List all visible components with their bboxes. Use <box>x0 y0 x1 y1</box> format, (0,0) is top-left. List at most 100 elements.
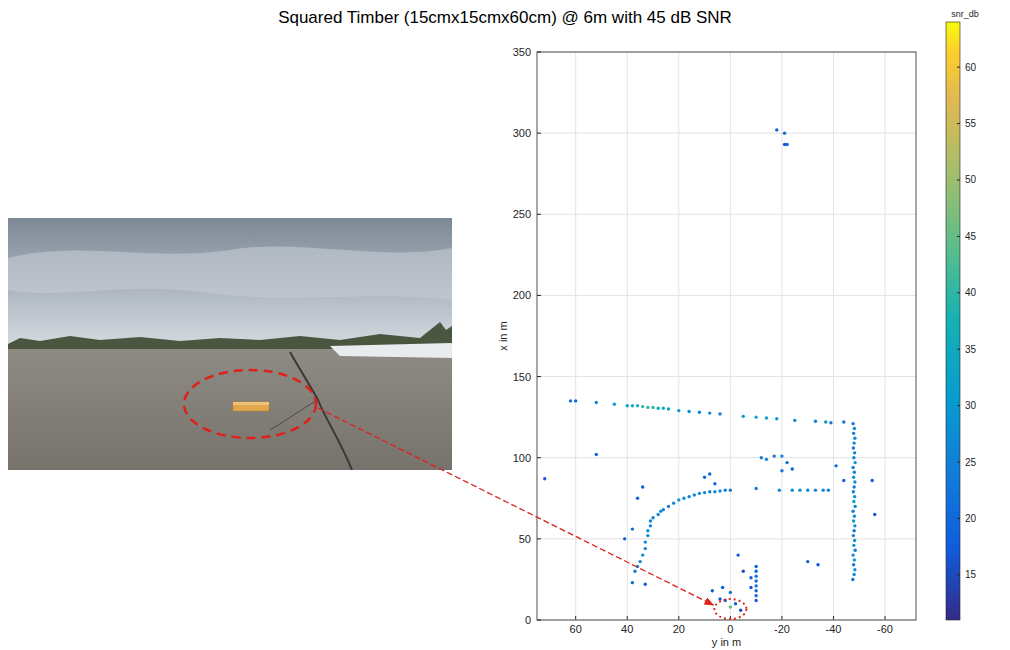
detection <box>638 560 641 563</box>
colorbar-tick <box>957 518 960 519</box>
detection <box>595 401 598 404</box>
tick-label: -60 <box>877 623 893 635</box>
detection <box>667 505 670 508</box>
plot-frame <box>537 52 916 620</box>
detection <box>708 411 711 414</box>
tick-label: 250 <box>513 208 531 220</box>
detection <box>739 609 742 612</box>
detection <box>736 553 739 556</box>
detection <box>687 495 690 498</box>
detection <box>703 475 706 478</box>
detection <box>644 540 647 543</box>
detection <box>729 591 732 594</box>
detection <box>749 576 752 579</box>
tick <box>833 616 834 620</box>
detection <box>853 480 856 483</box>
detection <box>829 421 832 424</box>
detection <box>711 589 714 592</box>
detection <box>852 456 855 459</box>
detection <box>852 475 855 478</box>
detection <box>721 586 724 589</box>
detection <box>651 406 654 409</box>
detection <box>870 479 873 482</box>
detection <box>718 597 721 600</box>
photo-highlight <box>184 370 316 438</box>
detection <box>662 508 665 511</box>
detection <box>636 404 639 407</box>
y-axis-title: x in m <box>497 321 509 350</box>
detection <box>852 563 855 566</box>
tick <box>885 616 886 620</box>
detection <box>754 487 757 490</box>
detection <box>631 404 634 407</box>
colorbar-tick <box>957 123 960 124</box>
grid-line <box>781 52 782 620</box>
detection <box>814 420 817 423</box>
detection <box>852 446 855 449</box>
detection <box>742 415 745 418</box>
detection <box>806 488 809 491</box>
colorbar-tick <box>957 292 960 293</box>
detection <box>851 422 854 425</box>
tick-label: 300 <box>513 127 531 139</box>
detection <box>783 131 786 134</box>
detection <box>703 491 706 494</box>
detection <box>623 537 626 540</box>
detection <box>852 573 855 576</box>
detection <box>852 534 855 537</box>
detection <box>613 402 616 405</box>
detection <box>631 581 634 584</box>
colorbar-tick-label: 25 <box>965 457 977 468</box>
detection <box>651 516 654 519</box>
detection <box>816 563 819 566</box>
detection <box>754 594 757 597</box>
detection <box>708 490 711 493</box>
photo <box>8 218 452 470</box>
plot-highlight <box>714 599 746 619</box>
detection <box>734 602 737 605</box>
tick <box>537 295 541 296</box>
detection <box>834 464 837 467</box>
detection <box>626 404 629 407</box>
detection <box>842 420 845 423</box>
detection <box>754 599 757 602</box>
detection <box>873 513 876 516</box>
colorbar-tick-label: 40 <box>965 287 977 298</box>
detection <box>852 490 855 493</box>
detection <box>778 488 781 491</box>
colorbar-tick <box>957 349 960 350</box>
detection <box>851 510 854 513</box>
detection <box>853 461 856 464</box>
colorbar-tick-label: 60 <box>965 62 977 73</box>
detection <box>754 570 757 573</box>
detection <box>754 584 757 587</box>
grid-line <box>537 133 916 134</box>
detection <box>772 454 775 457</box>
colorbar-tick <box>957 462 960 463</box>
x-axis-title: y in m <box>712 636 741 648</box>
tick-label: 20 <box>673 623 685 635</box>
tick <box>781 616 782 620</box>
detection <box>631 527 634 530</box>
tick <box>537 214 541 215</box>
detection <box>853 495 856 498</box>
detection <box>853 427 856 430</box>
detection <box>853 558 856 561</box>
detection <box>633 570 636 573</box>
detection <box>754 565 757 568</box>
white-area <box>330 343 452 358</box>
detection <box>852 485 855 488</box>
grid-line <box>627 52 628 620</box>
asphalt <box>8 349 452 470</box>
detection <box>754 574 757 577</box>
detection <box>851 553 854 556</box>
detection <box>718 412 721 415</box>
tick-label: 350 <box>513 46 531 58</box>
detection <box>760 456 763 459</box>
detection <box>574 399 577 402</box>
detection <box>569 399 572 402</box>
colorbar-bar <box>946 22 960 620</box>
detection <box>754 415 757 418</box>
colorbar-tick <box>957 405 960 406</box>
detection <box>791 467 794 470</box>
